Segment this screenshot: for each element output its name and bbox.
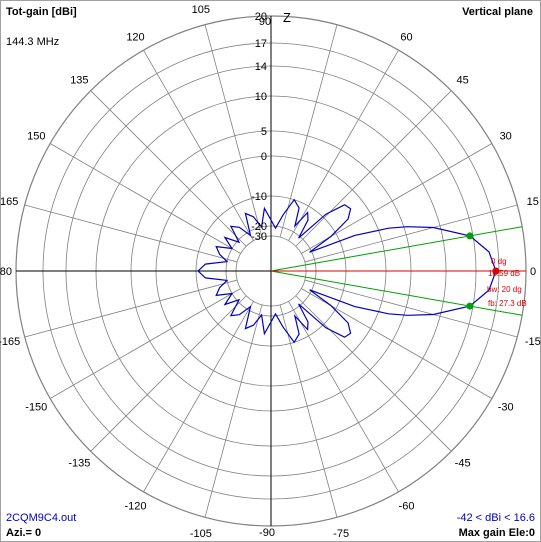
radial-tick-label: 14 [255,61,267,73]
radial-tick-label: -30 [251,231,267,243]
grid-spoke [24,204,238,263]
half-power-marker [466,232,474,240]
angle-tick-label: -120 [124,501,146,513]
angle-tick-label: 150 [27,131,45,143]
beamwidth-line [270,226,523,272]
radial-tick-labels: 20 17 14 10 5 0 -10 -20-30 [251,11,267,243]
radial-tick-label: -20 [251,221,267,233]
grid-spoke [304,204,518,263]
angle-tick-label: -150 [25,402,47,414]
annotation-text: 16.59 dB [488,269,520,278]
angle-tick-label: -30 [498,402,514,414]
angle-tick-label: 30 [500,131,512,143]
grid-spoke [143,49,254,241]
grid-spoke [24,279,238,338]
radial-tick-label: 0 [261,151,267,163]
half-power-marker [466,302,474,310]
angle-tick-label: 90 [259,16,271,28]
max-gain-annotations: 0 dg 16.59 dB bw: 20 dg fb: 27.3 dB [487,257,527,308]
radial-tick-label: 10 [255,91,267,103]
angle-tick-label: -90 [259,527,275,539]
angle-tick-label: 0 [530,266,536,278]
angle-tick-label: -15 [525,336,541,348]
angle-tick-label: -135 [68,458,90,470]
grid-spoke [143,301,254,493]
grid-spoke [204,304,263,518]
grid-spoke [279,304,338,518]
grid-spoke [90,90,247,247]
grid-spoke [90,295,247,452]
angle-tick-label: 120 [126,31,144,43]
annotation-text: 0 dg [491,257,507,266]
grid-spoke [304,279,518,338]
angle-tick-label: 105 [192,4,210,16]
angle-tick-labels: 90604530150-15-30-45-60-75-90-105-120-13… [0,4,541,540]
z-axis-label: Z [283,10,291,25]
angle-tick-label: 135 [70,74,88,86]
range-label: -42 < dBi < 16.6 [456,512,535,524]
angle-tick-label: -60 [399,501,415,513]
grid-spoke [288,301,399,493]
angle-tick-label: -165 [0,336,20,348]
title-right: Vertical plane [462,6,533,18]
grid-spoke [204,24,263,238]
title-left: Tot-gain [dBi] [6,6,77,18]
angle-tick-label: 45 [457,74,469,86]
radial-tick-label: 5 [261,126,267,138]
radial-tick-label: -10 [251,191,267,203]
pattern-layer [197,198,497,344]
angle-tick-label: -45 [455,458,471,470]
filename-label: 2CQM9C4.out [6,512,77,524]
gain-pattern-line [197,198,497,344]
markers [466,232,500,310]
grid-spoke [301,143,493,254]
frequency-label: 144.3 MHz [6,36,60,48]
angle-tick-label: 15 [527,196,539,208]
grid-spoke [49,288,241,399]
grid-spoke [295,90,452,247]
annotation-text: fb: 27.3 dB [488,299,527,308]
grid-spoke [295,295,452,452]
max-gain-label: Max gain Ele:0 [458,527,535,539]
annotation-text: bw: 20 dg [487,285,522,294]
angle-tick-label: 180 [0,266,12,278]
angle-tick-label: -105 [190,528,212,540]
angle-tick-label: 165 [0,196,18,208]
grid-spoke [49,143,241,254]
azimuth-label: Azi.= 0 [6,527,42,539]
radial-tick-label: 17 [255,38,267,50]
angle-tick-label: -75 [333,528,349,540]
angle-tick-label: 60 [400,31,412,43]
grid-spoke [288,49,399,241]
grid-spoke [301,288,493,399]
beamwidth-line [270,270,523,316]
max-gain-marker [492,267,500,275]
grid-spoke [279,24,338,238]
beam-lines [270,226,526,316]
radial-tick-label: 20 [255,11,267,23]
